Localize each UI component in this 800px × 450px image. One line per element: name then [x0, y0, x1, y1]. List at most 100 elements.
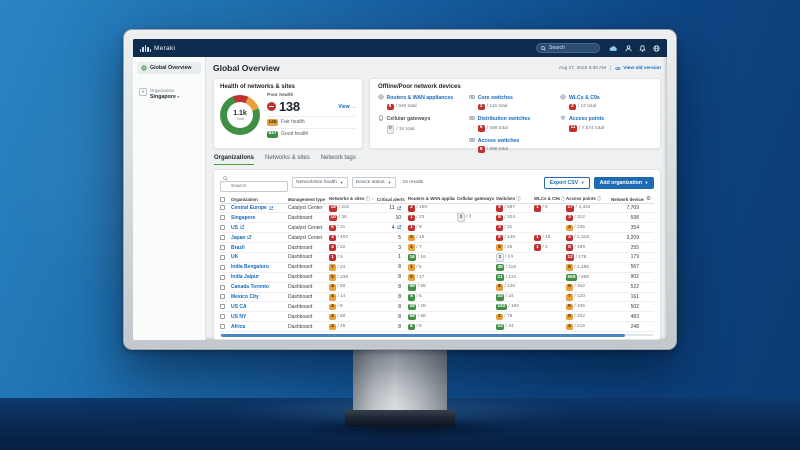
external-link-icon[interactable]	[397, 225, 402, 230]
monitor-frame: Meraki Search Global Overview	[123, 29, 677, 350]
organization-link[interactable]: US CA	[231, 303, 247, 310]
sidebar-collapse-button[interactable]: «	[139, 88, 147, 96]
monitor-stand	[353, 348, 447, 412]
export-csv-button[interactable]: Export CSV ▼	[544, 176, 591, 189]
table-settings-gear-icon[interactable]: ⚙	[646, 196, 651, 202]
status-badge-ok: 837	[267, 130, 279, 138]
external-link-icon[interactable]	[240, 225, 245, 230]
organization-selector[interactable]: Singapore ▾	[150, 94, 180, 100]
column-header[interactable]: Management type	[288, 196, 326, 202]
view-old-version-link[interactable]: View old version	[615, 66, 661, 71]
row-checkbox[interactable]	[220, 324, 225, 330]
organization-link[interactable]: Canada Toronto	[231, 284, 269, 291]
status-badge-warn: 8	[566, 264, 573, 271]
column-header[interactable]: Access points ⓘ	[566, 196, 602, 201]
select-all-checkbox[interactable]	[220, 196, 225, 202]
routers-cell: 16 / 16	[408, 254, 426, 262]
device-link-core-switches[interactable]: Core switches	[469, 94, 560, 102]
row-checkbox[interactable]	[220, 205, 225, 211]
column-header[interactable]: Routers & WAN appliances ⓘ	[408, 196, 455, 201]
add-organization-button[interactable]: Add organization ▼	[594, 176, 654, 189]
device-link-distribution-switches[interactable]: Distribution switches	[469, 115, 560, 123]
organization-link[interactable]: US	[231, 225, 286, 231]
health-donut-chart: 1.1k Total	[220, 95, 260, 135]
column-header[interactable]: Critical alerts	[377, 196, 405, 202]
eye-icon	[615, 66, 622, 70]
row-checkbox[interactable]	[220, 274, 225, 280]
column-header[interactable]: Networks & sites ⓘ ↓	[329, 196, 374, 201]
row-checkbox[interactable]	[220, 254, 225, 260]
organization-link[interactable]: India Bengaluru	[231, 264, 269, 271]
notifications-icon[interactable]	[639, 44, 646, 52]
tab-networks-sites[interactable]: Networks & sites	[265, 155, 310, 161]
management-type: Dashboard	[288, 254, 313, 261]
external-link-icon[interactable]	[269, 205, 274, 211]
row-checkbox[interactable]	[220, 235, 225, 241]
table-row: Singapore Dashboard 10 / 35 10 1 / 23 3 …	[220, 213, 654, 224]
sidebar-item-label: Global Overview	[150, 65, 192, 71]
donut-total-sub: Total	[235, 116, 245, 121]
networks-sites-cell: 18 / 231	[329, 204, 350, 212]
status-badge-crit: 1	[534, 244, 541, 252]
switches-cell: 38 / 118	[496, 264, 516, 271]
organization-link[interactable]: Brazil	[231, 244, 245, 251]
organization-link[interactable]: Central Europe	[231, 205, 286, 211]
info-icon[interactable]: ⓘ	[597, 196, 602, 201]
scrollbar-thumb[interactable]	[221, 334, 625, 338]
organization-link[interactable]: UK	[231, 254, 239, 261]
timestamp: Aug 27, 2025 9:30 AM	[558, 65, 607, 71]
horizontal-scrollbar[interactable]	[220, 334, 654, 338]
status-badge-crit: 10	[329, 214, 338, 222]
routers-cell: 5 / 5	[408, 293, 455, 301]
column-header[interactable]: Network devices	[611, 196, 644, 202]
global-search[interactable]: Search	[536, 43, 600, 53]
row-checkbox[interactable]	[220, 304, 225, 310]
management-type: Dashboard	[288, 214, 313, 221]
organization-link[interactable]: India Jaipur	[231, 274, 260, 281]
network-site-health-filter[interactable]: Network/site health ▼	[292, 177, 348, 188]
offline-devices-card: Offline/Poor network devices Routers & W…	[369, 78, 661, 153]
account-icon[interactable]	[625, 44, 632, 52]
organization-link[interactable]: Japan	[231, 235, 286, 241]
row-checkbox[interactable]	[220, 264, 225, 270]
info-icon[interactable]: ⓘ	[516, 196, 521, 201]
row-checkbox[interactable]	[220, 314, 225, 320]
tab-organizations[interactable]: Organizations	[214, 155, 255, 165]
row-checkbox[interactable]	[220, 245, 225, 251]
info-icon[interactable]: ⓘ	[365, 196, 370, 201]
row-checkbox[interactable]	[220, 294, 225, 300]
table-search-input[interactable]	[220, 180, 288, 192]
networks-sites-cell: 9 / 31	[329, 224, 375, 232]
status-badge-ok: 5	[408, 293, 415, 301]
column-header[interactable]: WLCs & C9s ⓘ	[534, 196, 564, 201]
row-checkbox[interactable]	[220, 215, 225, 221]
row-checkbox[interactable]	[220, 284, 225, 290]
sidebar-item-global-overview[interactable]: Global Overview	[137, 62, 201, 74]
globe-icon[interactable]	[653, 44, 660, 52]
tab-network-tags[interactable]: Network tags	[320, 155, 356, 161]
cloud-icon[interactable]	[609, 45, 618, 52]
device-link-routers-wan-appliances[interactable]: Routers & WAN appliances	[378, 94, 469, 102]
status-badge-zero: 3	[457, 213, 465, 223]
status-badge-crit: 3	[496, 224, 503, 232]
row-checkbox[interactable]	[220, 225, 225, 231]
external-link-icon[interactable]	[247, 235, 252, 240]
device-link-wlcs-c9s[interactable]: WLCs & C9s	[560, 94, 651, 102]
device-link-access-switches[interactable]: Access switches	[469, 137, 560, 145]
column-header[interactable]: Switches ⓘ	[496, 196, 521, 201]
info-icon[interactable]: ⓘ	[561, 196, 564, 201]
column-header[interactable]: Organization	[231, 196, 258, 202]
organization-link[interactable]: Mexico City	[231, 293, 259, 300]
organization-link[interactable]: US NY	[231, 313, 247, 320]
device-status-filter[interactable]: Device status ▼	[351, 177, 396, 188]
column-header[interactable]: Cellular gateways ⓘ	[457, 196, 494, 201]
routers-cell: 1 / 8	[408, 224, 455, 232]
external-link-icon[interactable]	[397, 205, 402, 211]
access-points-cell: 7 / 120	[566, 293, 609, 301]
organization-link[interactable]: Singapore	[231, 214, 256, 221]
poor-health-view-link[interactable]: View →	[338, 103, 356, 110]
switches-cell: 3 / 31	[496, 224, 532, 232]
switches-cell: 9 / 587	[496, 204, 532, 212]
device-link-access-points[interactable]: Access points	[560, 115, 651, 123]
organization-link[interactable]: Africa	[231, 323, 246, 330]
